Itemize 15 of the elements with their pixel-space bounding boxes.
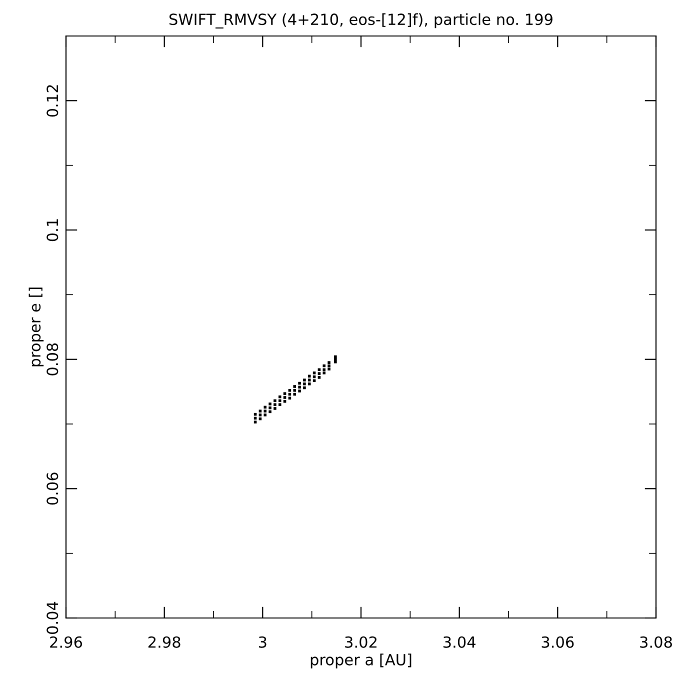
x-tick-label: 2.96 [50,636,82,648]
x-tick-label: 3.04 [443,636,476,648]
y-tick-label: 0.04 [46,602,58,634]
x-tick-label: 3 [258,636,266,648]
y-tick-label: 0.06 [46,472,58,505]
y-tick-label: 0.08 [46,343,58,376]
chart-title: SWIFT_RMVSY (4+210, eos-[12]f), particle no. 199 [169,13,552,28]
y-tick-label: 0.1 [46,219,58,242]
x-tick-label: 2.98 [148,636,180,648]
x-tick-label: 3.06 [542,636,574,648]
y-tick-label: 0.12 [46,85,58,117]
x-axis-title: proper a [AU] [310,654,412,668]
y-axis-title: proper e [] [28,288,44,366]
x-tick-label: 3.02 [345,636,376,648]
x-tick-label: 3.08 [640,636,672,648]
